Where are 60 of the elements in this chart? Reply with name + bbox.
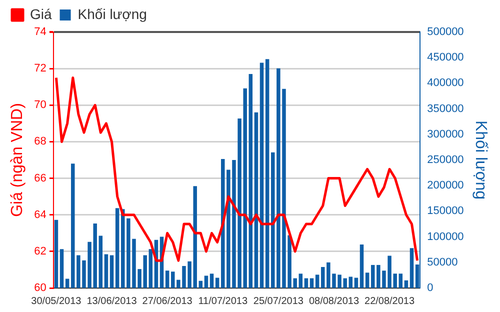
bar bbox=[404, 280, 408, 288]
x-tick-label: 22/08/2013 bbox=[364, 296, 415, 307]
legend-label: Giá bbox=[30, 6, 52, 22]
bar bbox=[210, 274, 214, 288]
bar bbox=[198, 280, 203, 288]
y2-tick-label: 50000 bbox=[427, 256, 458, 268]
y-axis-title: Giá (ngàn VND) bbox=[9, 103, 26, 217]
y-tick-label: 62 bbox=[34, 245, 46, 258]
bar bbox=[104, 254, 108, 288]
y-tick-label: 74 bbox=[34, 26, 46, 38]
bar bbox=[304, 278, 308, 288]
y-tick-label: 66 bbox=[34, 172, 46, 184]
y-tick-label: 60 bbox=[34, 282, 46, 294]
bar bbox=[204, 276, 208, 288]
bar bbox=[248, 74, 253, 288]
bar bbox=[398, 274, 403, 288]
bar bbox=[98, 236, 103, 288]
bar bbox=[65, 278, 70, 288]
bar bbox=[298, 274, 303, 288]
bar bbox=[165, 270, 170, 288]
y2-tick-label: 400000 bbox=[427, 77, 464, 90]
y2-tick-label: 0 bbox=[427, 282, 434, 294]
bar bbox=[371, 264, 375, 288]
legend-label: Khối lượng bbox=[78, 6, 147, 22]
y2-tick-label: 100000 bbox=[427, 230, 464, 243]
bar bbox=[360, 244, 364, 288]
bar bbox=[348, 276, 353, 288]
y2-axis-title: Khối lượng bbox=[472, 120, 489, 200]
y2-tick-label: 300000 bbox=[427, 128, 464, 140]
y-tick-label: 72 bbox=[34, 62, 46, 75]
bar bbox=[315, 274, 320, 288]
bar bbox=[354, 278, 358, 288]
bar bbox=[321, 267, 325, 288]
x-tick-label: 11/07/2013 bbox=[198, 296, 248, 307]
bar bbox=[365, 272, 370, 288]
bar bbox=[254, 112, 258, 288]
bar bbox=[110, 255, 114, 288]
bar bbox=[60, 249, 64, 288]
bar bbox=[215, 278, 220, 288]
y2-tick-label: 450000 bbox=[427, 52, 464, 64]
bar bbox=[115, 208, 120, 288]
bar bbox=[310, 278, 314, 288]
x-tick-label: 13/06/2013 bbox=[86, 296, 138, 307]
x-tick-label: 08/08/2013 bbox=[308, 296, 360, 307]
bar bbox=[260, 62, 264, 288]
y-tick-label: 70 bbox=[34, 99, 46, 112]
y2-tick-label: 250000 bbox=[427, 154, 464, 166]
y2-tick-label: 150000 bbox=[427, 205, 464, 218]
y-tick-label: 68 bbox=[34, 136, 46, 148]
bar bbox=[265, 59, 270, 288]
y-tick-label: 64 bbox=[34, 208, 46, 221]
bar bbox=[410, 248, 414, 288]
x-tick-label: 27/06/2013 bbox=[142, 296, 193, 307]
y2-tick-label: 200000 bbox=[427, 180, 464, 192]
y2-tick-label: 500000 bbox=[427, 26, 464, 38]
bar bbox=[148, 249, 153, 288]
x-tick-label: 25/07/2013 bbox=[253, 296, 304, 307]
y2-tick-label: 350000 bbox=[427, 102, 464, 115]
bar bbox=[54, 220, 58, 288]
x-tick-label: 30/05/2013 bbox=[31, 296, 82, 307]
